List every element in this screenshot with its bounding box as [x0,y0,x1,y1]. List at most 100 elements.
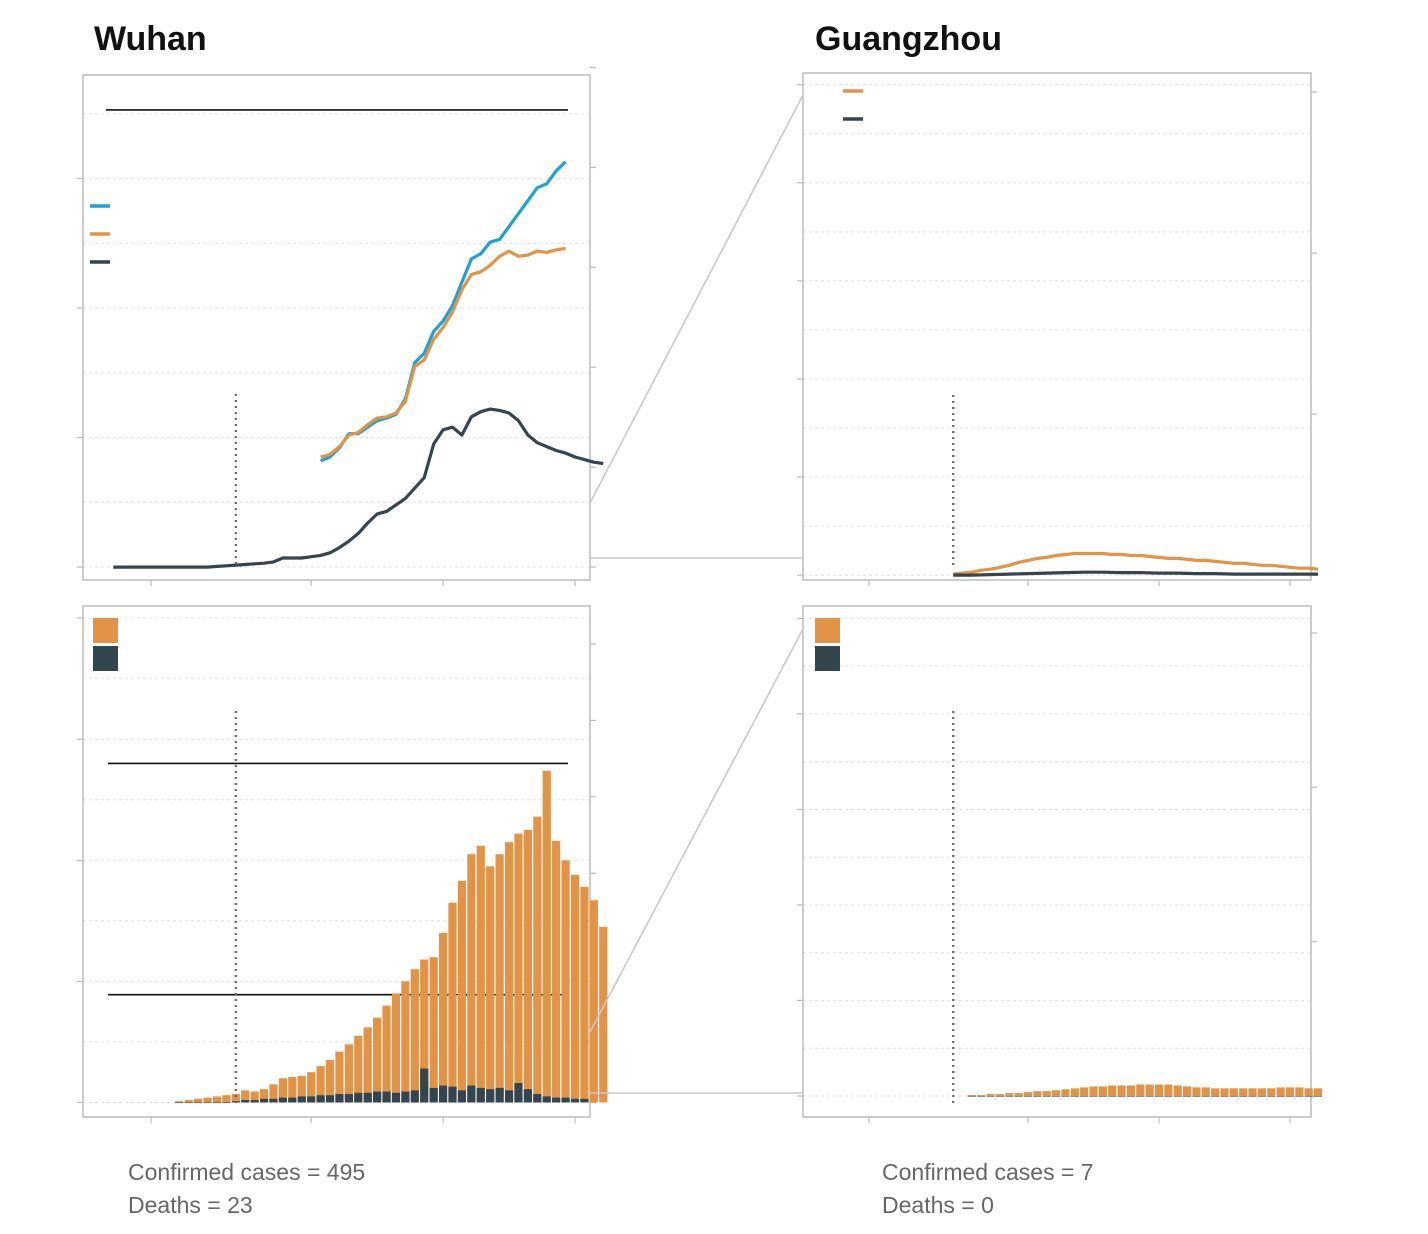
legend-swatch [815,646,840,671]
bar-orange [1267,1088,1276,1096]
zoom-connector-line [589,628,804,1033]
bar-orange [457,880,467,1103]
bar-orange [533,816,542,1103]
bar-dark [1005,1095,1014,1097]
bar-orange [589,900,598,1103]
bar-orange [1239,1088,1248,1096]
bar-orange [429,957,438,1103]
bar-orange [967,1095,976,1096]
bar-orange [203,1097,212,1103]
bar-orange [175,1101,184,1103]
guangzhou-title: Guangzhou [815,20,1002,58]
bar-dark [297,1096,306,1103]
bar-dark [967,1095,976,1097]
bar-orange [486,866,495,1103]
bar-orange [476,845,485,1103]
bar-orange [420,959,429,1103]
bar-orange [259,1089,269,1103]
bar-orange [1117,1085,1126,1096]
bar-dark [561,1097,570,1103]
panel-wuhan-bottom [77,605,608,1123]
bar-dark [1239,1095,1248,1097]
bar-dark [354,1092,363,1103]
wuhan-confirmed-cases: Confirmed cases = 495 [128,1159,365,1185]
bar-dark [1014,1095,1023,1097]
bar-orange [977,1095,986,1096]
bar-dark [1108,1095,1117,1097]
bar-dark [1070,1095,1079,1097]
bar-orange [1014,1093,1023,1096]
bar-dark [1192,1095,1201,1097]
bar-dark [194,1102,203,1104]
bar-dark [552,1097,561,1103]
bar-dark [514,1083,523,1103]
bar-orange [344,1044,353,1103]
bar-orange [552,840,561,1103]
panel-frame [82,74,591,581]
bar-dark [1052,1095,1061,1097]
bar-dark [1154,1095,1164,1097]
bar-orange [1295,1087,1304,1096]
bar-orange [561,860,570,1103]
bar-dark [410,1090,419,1103]
bar-dark [175,1102,184,1104]
bar-dark [1080,1095,1089,1097]
bar-orange [382,1005,391,1103]
bar-orange [1313,1088,1323,1096]
bar-orange [325,1060,335,1103]
bar-dark [429,1087,438,1103]
bar-orange [1201,1087,1210,1096]
bar-orange [1220,1088,1229,1096]
bar-orange [1042,1091,1051,1096]
bar-dark [457,1090,467,1103]
bar-dark [344,1093,353,1103]
bar-orange [438,932,448,1103]
legend-swatch [93,618,118,643]
bar-dark [570,1098,580,1103]
panel-guangzhou-top [797,72,1319,586]
bar-dark [269,1098,278,1103]
bar-orange [580,886,589,1103]
bar-dark [278,1097,288,1103]
bar-dark [1267,1095,1276,1097]
bar-dark [476,1087,485,1103]
bar-orange [250,1091,259,1103]
bar-orange [354,1035,363,1103]
bar-orange [269,1084,278,1103]
bar-dark [373,1091,382,1103]
bar-dark [420,1068,429,1103]
bar-dark [401,1091,410,1103]
bar-dark [382,1091,391,1103]
bar-orange [288,1077,297,1103]
bar-orange [241,1090,250,1103]
bar-orange [1229,1088,1238,1096]
series-line-orange [320,246,566,459]
bar-orange [467,854,476,1103]
bar-dark [977,1095,986,1097]
wuhan-title: Wuhan [94,20,207,58]
bar-orange [410,969,419,1103]
bar-dark [467,1085,476,1103]
wuhan-deaths: Deaths = 23 [128,1192,253,1218]
bar-orange [599,926,608,1103]
bar-orange [495,854,504,1103]
bar-orange [1136,1084,1145,1096]
series-line-dark [953,570,1319,577]
bar-orange [995,1094,1005,1096]
bar-dark [307,1096,316,1103]
bar-dark [1285,1095,1295,1097]
bar-dark [250,1100,259,1103]
bar-dark [1201,1095,1210,1097]
bar-dark [212,1102,222,1104]
bar-dark [523,1089,532,1103]
series-line-blue [319,160,567,463]
bar-dark [1061,1095,1070,1097]
bar-orange [194,1098,203,1103]
bar-dark [1295,1095,1304,1097]
series-line-orange [953,551,1319,576]
panel-frame [802,72,1312,581]
bar-dark [1023,1095,1033,1097]
bar-dark [184,1102,193,1104]
bar-orange [222,1095,231,1103]
bar-dark [1173,1095,1182,1097]
